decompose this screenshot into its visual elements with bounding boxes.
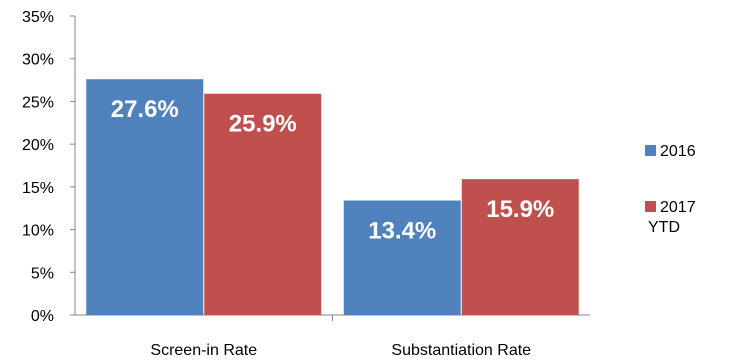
bar-data-label: 27.6% xyxy=(111,96,179,123)
legend-entry-label: 2017 YTD xyxy=(648,199,696,236)
y-tick-label: 20% xyxy=(22,137,54,154)
legend-entry-label: 2016 xyxy=(660,143,696,160)
x-category-label: Substantiation Rate xyxy=(391,342,531,356)
data-labels: 27.6% 25.9% 13.4% 15.9% xyxy=(111,96,555,244)
bar-data-label: 15.9% xyxy=(486,196,554,223)
y-tick-label: 15% xyxy=(22,180,54,197)
bars xyxy=(86,79,579,316)
bar-data-label: 13.4% xyxy=(368,218,436,245)
y-tick-label: 0% xyxy=(31,308,54,325)
y-tick-label: 25% xyxy=(22,94,54,111)
axes: 0% 5% 10% 15% 20% 25% 30% 35% Screen-in Rate Subs… xyxy=(22,9,590,359)
legend: 2016 2017 YTD xyxy=(645,143,696,236)
bar xyxy=(461,179,579,315)
y-tick-label: 10% xyxy=(22,223,54,240)
bar-data-label: 25.9% xyxy=(229,111,297,138)
bar xyxy=(86,79,204,316)
x-category-label: Screen-in Rate xyxy=(150,342,257,356)
y-tick-label: 35% xyxy=(22,9,54,26)
y-tick-label: 5% xyxy=(31,265,54,282)
y-tick-label: 30% xyxy=(22,52,54,69)
bar xyxy=(204,93,322,316)
bar xyxy=(343,200,461,315)
legend-swatch xyxy=(645,145,656,156)
legend-swatch xyxy=(645,201,656,212)
